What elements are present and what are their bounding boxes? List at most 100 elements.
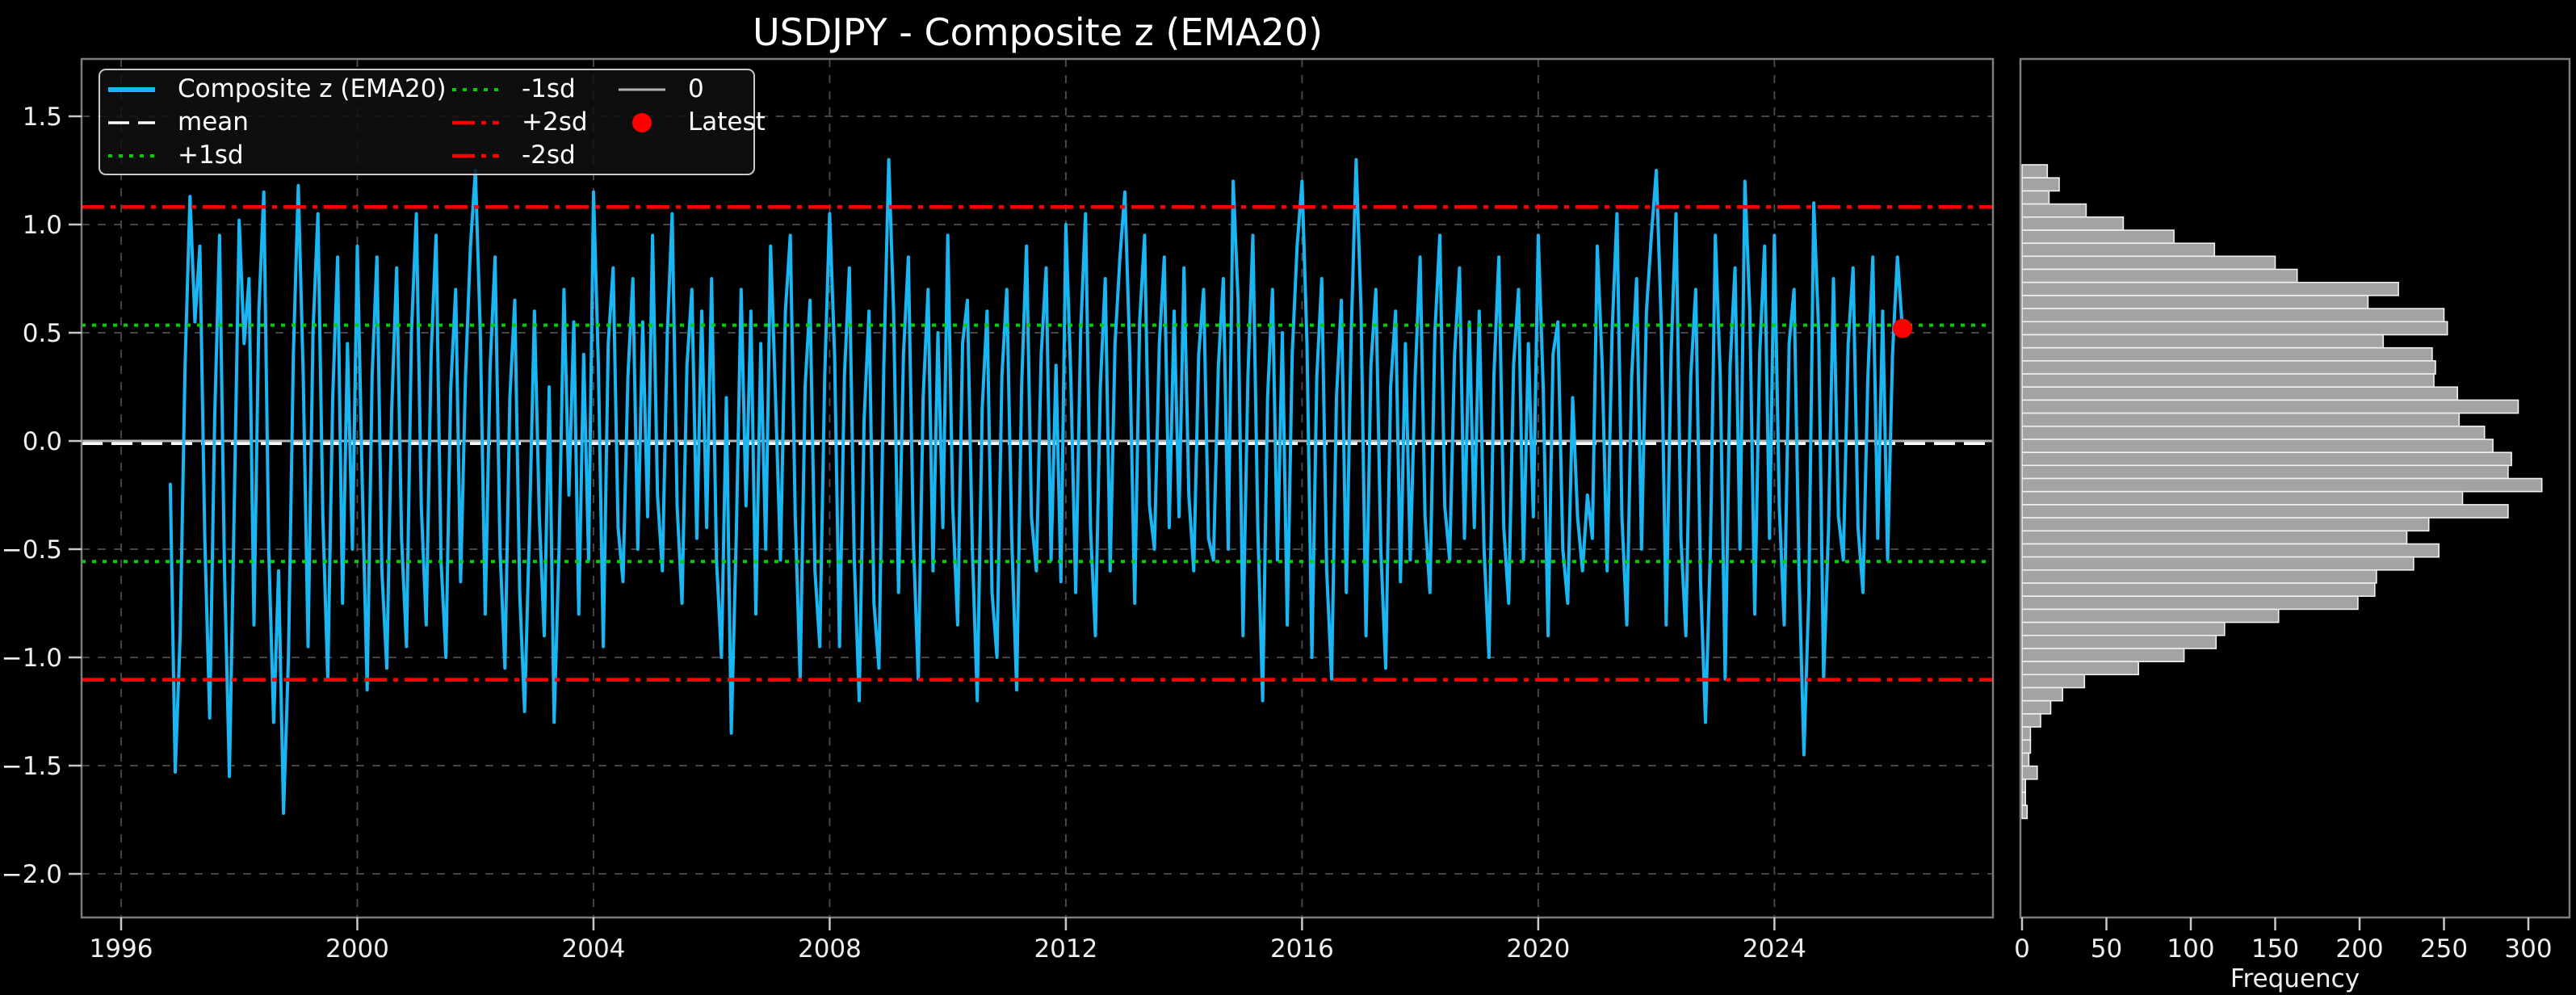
- y-tick-label: −1.0: [2, 644, 62, 673]
- legend-label: mean: [178, 107, 249, 136]
- histogram-bar: [2021, 686, 2064, 702]
- histogram-bars: [2021, 164, 2543, 820]
- legend-item-latest: Latest: [617, 106, 766, 139]
- histogram-bar: [2021, 504, 2509, 518]
- latest-point-group: [1893, 318, 1913, 338]
- histogram-bar: [2021, 648, 2185, 662]
- histogram-bar: [2021, 739, 2032, 754]
- legend-item-mean: mean: [107, 106, 447, 139]
- histogram-bar: [2021, 517, 2430, 532]
- histogram-bar: [2021, 190, 2050, 205]
- histogram-bar: [2021, 255, 2276, 271]
- hist-x-tick-label: 150: [2251, 934, 2299, 964]
- axis-tick-labels: 1996 2000 2004 2008 2012 2016 2020 20241.51.00.…: [2, 103, 2553, 964]
- histogram-bar: [2021, 804, 2028, 820]
- histogram-bar: [2021, 791, 2026, 806]
- histogram-bar: [2021, 752, 2030, 767]
- histogram-bar: [2021, 477, 2543, 493]
- legend-label: Latest: [688, 107, 766, 136]
- legend-item--2sd: -2sd: [451, 139, 588, 172]
- legend: Composite z (EMA20) mean +1sd -1sd +2sd -2sd…: [99, 69, 766, 175]
- legend-dot: [632, 112, 652, 132]
- x-tick-label: 1996: [90, 934, 153, 964]
- legend-label: 0: [688, 74, 704, 103]
- histogram-frame: [2019, 57, 2571, 919]
- legend-column-2: -1sd +2sd -2sd: [451, 73, 588, 172]
- histogram-bar: [2021, 373, 2435, 388]
- histogram-bar: [2021, 661, 2139, 676]
- histogram-bar: [2021, 399, 2519, 414]
- x-tick-label: 2012: [1034, 934, 1097, 964]
- histogram-bar: [2021, 164, 2049, 178]
- y-tick-label: −1.5: [2, 752, 62, 781]
- reference-lines-over: [82, 205, 1993, 682]
- legend-line-mean: [108, 120, 155, 124]
- legend-item--2sd: +2sd: [451, 106, 588, 139]
- histogram-bar: [2021, 359, 2436, 375]
- series-line: [168, 157, 1904, 815]
- legend-label: +1sd: [178, 141, 244, 170]
- legend-item--1sd: +1sd: [107, 139, 447, 172]
- hist-x-tick-label: 300: [2504, 934, 2552, 964]
- hist-x-tick-label: 0: [2014, 934, 2030, 964]
- legend-marker-latest: [632, 112, 652, 132]
- histogram-bar: [2021, 268, 2298, 283]
- histogram-bar: [2021, 346, 2433, 362]
- legend-label: -2sd: [522, 141, 576, 170]
- legend-line-sd1: [452, 87, 499, 91]
- axis-ticks: [69, 115, 2530, 930]
- histogram-bar: [2021, 464, 2509, 480]
- latest-point-marker: [1893, 318, 1913, 338]
- histogram-bar: [2021, 425, 2486, 440]
- hist-x-tick-label: 250: [2420, 934, 2468, 964]
- histogram-bar: [2021, 490, 2464, 506]
- hist-x-tick-label: 200: [2335, 934, 2383, 964]
- histogram-bar: [2021, 308, 2445, 323]
- histogram-bar: [2021, 177, 2060, 192]
- histogram-bar: [2021, 242, 2216, 258]
- histogram-bar: [2021, 412, 2461, 427]
- legend-column-1: Composite z (EMA20) mean +1sd: [107, 73, 447, 172]
- y-tick-label: −2.0: [2, 860, 62, 889]
- y-tick-label: 0.5: [23, 319, 62, 348]
- histogram-xlabel: Frequency: [2230, 964, 2360, 993]
- y-tick-label: 1.0: [23, 211, 62, 240]
- histogram-bar: [2021, 765, 2038, 780]
- legend-item-0: 0: [617, 73, 766, 106]
- histogram-bar: [2021, 595, 2359, 611]
- x-tick-label: 2000: [325, 934, 389, 964]
- y-tick-label: 0.0: [23, 427, 62, 456]
- legend-line-sd2: [452, 120, 499, 124]
- histogram-bar: [2021, 334, 2385, 349]
- legend-column-3: 0 Latest: [617, 73, 766, 139]
- histogram-bar: [2021, 203, 2087, 218]
- chart-title: USDJPY - Composite z (EMA20): [753, 10, 1323, 54]
- histogram-bar: [2021, 543, 2440, 558]
- hist-x-tick-label: 50: [2091, 934, 2122, 964]
- series-line-group: [168, 157, 1904, 815]
- x-tick-label: 2016: [1270, 934, 1334, 964]
- histogram-bar: [2021, 634, 2217, 649]
- legend-line-sd1: [108, 153, 155, 157]
- histogram-bar: [2021, 556, 2414, 571]
- legend-line-sd2: [452, 153, 499, 157]
- legend-line-zero: [619, 88, 665, 90]
- legend-label: -1sd: [522, 74, 576, 103]
- y-tick-label: −0.5: [2, 535, 62, 565]
- histogram-bar: [2021, 608, 2280, 623]
- histogram-bar: [2021, 216, 2125, 231]
- legend-line-series: [108, 86, 155, 92]
- reference-lines-under: [82, 439, 1993, 445]
- histogram-bar: [2021, 778, 2026, 793]
- histogram-bar: [2021, 386, 2459, 401]
- legend-label: +2sd: [522, 107, 588, 136]
- histogram-bar: [2021, 281, 2399, 296]
- histogram-bar: [2021, 451, 2512, 467]
- hist-x-tick-label: 100: [2167, 934, 2214, 964]
- histogram-bar: [2021, 674, 2086, 689]
- legend-label: Composite z (EMA20): [178, 74, 447, 103]
- histogram-bar: [2021, 582, 2376, 597]
- y-tick-label: 1.5: [23, 103, 62, 132]
- main-plot-frame: [80, 57, 1995, 919]
